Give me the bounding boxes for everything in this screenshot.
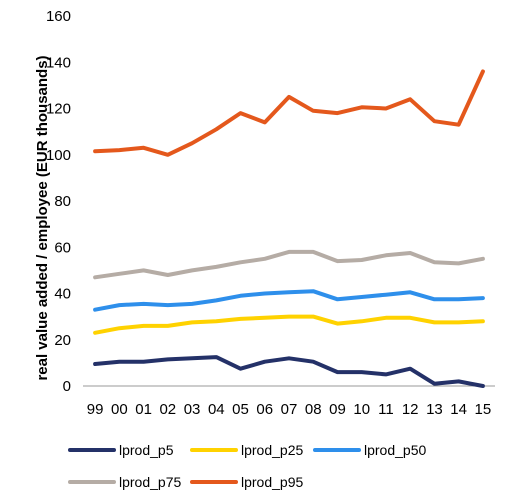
x-tick-label: 15: [475, 401, 492, 418]
y-tick-label: 120: [46, 101, 71, 118]
x-tick-label: 08: [305, 401, 322, 418]
legend-label: lprod_p50: [364, 442, 426, 458]
x-tick-label: 07: [281, 401, 298, 418]
x-tick-label: 13: [426, 401, 443, 418]
x-tick-label: 06: [256, 401, 273, 418]
y-tick-label: 140: [46, 54, 71, 71]
y-axis-label: real value added / employee (EUR thousan…: [34, 55, 51, 380]
legend-label: lprod_p25: [241, 442, 303, 458]
y-tick-label: 0: [63, 378, 71, 395]
legend-item-lprod-p25: lprod_p25: [190, 442, 303, 458]
x-tick-label: 11: [378, 401, 394, 418]
x-tick-label: 10: [353, 401, 370, 418]
legend-label: lprod_p5: [119, 442, 174, 458]
legend: lprod_p5 lprod_p25 lprod_p50 lprod_p75 lprod…: [68, 442, 426, 490]
y-tick-label: 80: [54, 193, 71, 210]
x-tick-label: 02: [159, 401, 176, 418]
x-tick-label: 09: [329, 401, 346, 418]
legend-item-lprod-p75: lprod_p75: [68, 474, 181, 490]
y-tick-label: 60: [54, 239, 71, 256]
series-line-lprod-p50: [93, 289, 485, 312]
legend-label: lprod_p95: [241, 474, 303, 490]
y-tick-label: 100: [46, 147, 71, 164]
series-line-lprod-p75: [93, 249, 485, 280]
x-tick-label: 05: [232, 401, 249, 418]
legend-item-lprod-p5: lprod_p5: [68, 442, 174, 458]
y-tick-label: 160: [46, 8, 71, 25]
x-tick-label: 03: [184, 401, 201, 418]
y-tick-label: 20: [54, 332, 71, 349]
x-tick-label: 99: [87, 401, 104, 418]
series-line-lprod-p95: [93, 69, 485, 157]
x-tick-label: 12: [402, 401, 419, 418]
x-tick-label: 00: [111, 401, 128, 418]
y-tick-label: 40: [54, 286, 71, 303]
x-axis-ticks: 99 00 01 02 03 04 05 06 07 08 09 10 11 12 13 14 15: [87, 401, 491, 418]
series-line-lprod-p25: [93, 314, 485, 335]
legend-label: lprod_p75: [119, 474, 181, 490]
x-tick-label: 04: [208, 401, 225, 418]
x-tick-label: 14: [450, 401, 467, 418]
y-axis-ticks: 0 20 40 60 80 100 120 140 160: [46, 8, 71, 395]
legend-item-lprod-p50: lprod_p50: [313, 442, 426, 458]
x-tick-label: 01: [135, 401, 152, 418]
series-line-lprod-p5: [93, 355, 485, 388]
legend-item-lprod-p95: lprod_p95: [190, 474, 303, 490]
series-lines: [93, 69, 485, 388]
